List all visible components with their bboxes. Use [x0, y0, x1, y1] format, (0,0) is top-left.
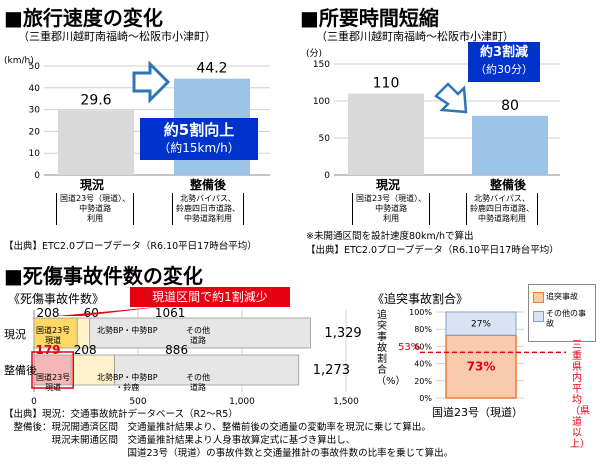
casualty-xtick-label: 1,000 [229, 397, 255, 407]
casualty-highlight-box [31, 351, 74, 389]
time-callout-main: 約3割減 [479, 45, 529, 60]
rearend-ytick-label: 100% [409, 308, 432, 317]
time-bar [348, 93, 424, 175]
casualty-subtitle: 《死傷事故件数》 [8, 292, 105, 306]
casualty-segment [33, 317, 78, 349]
casualty-segment [33, 354, 72, 386]
time-chart: 0 50 100 150 110 80 [313, 60, 560, 181]
rearend-ytick-label: 0% [419, 394, 432, 403]
casualty-xtick-label: 0 [31, 397, 37, 407]
rearend-ytick-label: 60% [414, 342, 432, 351]
casualty-title: ■死傷事故件数の変化 [4, 264, 203, 288]
time-subtitle: （三重郡川越町南福崎～松阪市小津町） [316, 30, 514, 43]
speed-cat-after: 整備後 [189, 178, 226, 192]
time-arrow-icon [434, 82, 468, 114]
speed-callout: 約5割向上 （約15km/h） [140, 118, 258, 160]
speed-ytick-label: 30 [29, 106, 41, 116]
time-route-current: 国道23号（現道）、 中勢道路 利用 [352, 193, 431, 225]
rearend-subtitle: 《追突事故割合》 [372, 292, 469, 306]
casualty-row-after: 整備後 [4, 364, 37, 377]
time-ytick-label: 0 [324, 171, 330, 181]
casualty-segment [70, 354, 115, 386]
rearend-data-label: 73% [467, 360, 496, 374]
rearend-bar-other [445, 311, 517, 336]
rearend-ytick-label: 80% [414, 325, 432, 334]
speed-arrow-icon [132, 60, 171, 104]
rearend-ytick-label: 20% [414, 377, 432, 386]
time-callout: 約3割減 （約30分） [468, 42, 540, 82]
casualty-callout: 現道区間で約1割減少 [130, 287, 290, 307]
speed-ytick-label: 0 [34, 171, 40, 181]
casualty-segment [114, 354, 300, 386]
speed-callout-main: 約5割向上 [163, 121, 235, 139]
speed-bar [58, 110, 134, 175]
speed-unit: (km/h) [4, 56, 34, 66]
speed-ytick-label: 50 [29, 62, 41, 72]
time-ytick-label: 100 [313, 97, 330, 107]
time-route-after: 北勢バイパス、 鈴鹿四日市道路、 中勢道路利用 [466, 193, 538, 225]
time-data-label: 80 [501, 98, 519, 114]
time-ytick-label: 50 [319, 134, 331, 144]
casualty-chart: 05001,0001,5002086010611,3291792088861,2… [31, 306, 362, 407]
speed-source: 【出典】ETC2.0プローブデータ（R6.10平日17時台平均） [4, 241, 257, 252]
square-bullet-icon: ■ [4, 264, 23, 288]
time-callout-sub: （約30分） [475, 63, 533, 76]
rearend-xlabel: 国道23号（現道） [432, 406, 523, 419]
rearend-bar-rear [445, 334, 517, 399]
square-bullet-icon: ■ [300, 6, 319, 30]
casualty-data-label: 208 [37, 306, 60, 320]
speed-data-label: 29.6 [80, 92, 111, 108]
time-source: 【出典】ETC2.0プローブデータ（R6.10平日17時台平均） [306, 245, 559, 256]
time-bar [472, 115, 548, 175]
rearend-side-label: 三重県内平均（県道以上） [570, 340, 590, 450]
time-title: ■所要時間短縮 [300, 6, 439, 30]
rearend-ytick-label: 40% [414, 360, 432, 369]
legend-rear-label: 追突事故 [546, 292, 578, 301]
casualty-total-label: 1,329 [324, 326, 361, 341]
time-unit: (分) [306, 49, 323, 59]
seg-current-1: 国道23号 現道 [36, 326, 71, 345]
rearend-data-label: 27% [471, 320, 491, 330]
casualty-data-label: 179 [35, 343, 60, 357]
seg-after-2: 北勢BP・中勢BP ・鈴鹿 [97, 373, 158, 392]
casualty-source: 【出典】現況：交通事故統計データベース（R2～R5） 整備後：現況開通済区間 交… [4, 409, 454, 459]
casualty-xtick-label: 1,500 [333, 397, 359, 407]
square-bullet-icon: ■ [4, 6, 23, 30]
rearend-avg-label: 53% [398, 342, 421, 353]
casualty-data-label: 208 [74, 343, 97, 357]
time-cat-current: 現況 [375, 178, 400, 192]
speed-cat-current: 現況 [79, 178, 104, 192]
speed-ytick-label: 40 [29, 84, 41, 94]
rearend-chart: 0% 20% 40% 60% 80% 100% 73% 27% [409, 308, 566, 403]
speed-ytick-label: 10 [29, 149, 41, 159]
speed-ytick-label: 20 [29, 127, 41, 137]
speed-title: ■旅行速度の変化 [4, 6, 163, 30]
casualty-callout-pointer-icon [56, 306, 168, 316]
speed-subtitle: （三重郡川越町南福崎～松阪市小津町） [18, 30, 216, 43]
speed-data-label: 44.2 [196, 61, 227, 77]
seg-after-1: 国道23号 現道 [36, 373, 71, 392]
time-note: ※未開通区間を設計速度80km/hで算出 [306, 231, 474, 242]
casualty-data-label: 886 [165, 343, 188, 357]
speed-callout-sub: （約15km/h） [158, 141, 240, 155]
seg-after-3: その他 道路 [186, 373, 210, 392]
time-data-label: 110 [373, 76, 400, 92]
casualty-segment [89, 317, 311, 349]
casualty-total-label: 1,273 [313, 363, 350, 378]
rearend-legend: 追突事故 その他の事故 [528, 284, 596, 342]
legend-other-swatch [533, 311, 544, 322]
legend-rear-swatch [533, 292, 544, 303]
speed-route-current: 国道23号（現道）、 中勢道路 利用 [56, 193, 135, 225]
speed-route-after: 北勢バイパス、 鈴鹿四日市道路、 中勢道路利用 [172, 193, 244, 225]
time-cat-after: 整備後 [489, 178, 526, 192]
seg-current-3: その他 道路 [186, 326, 210, 345]
time-ytick-label: 150 [313, 60, 330, 70]
legend-other-label: その他の事故 [546, 309, 586, 328]
casualty-data-label: 1061 [155, 306, 186, 320]
casualty-xtick-label: 500 [129, 397, 146, 407]
casualty-row-current: 現況 [4, 328, 26, 341]
seg-current-2: 北勢BP・中勢BP [97, 326, 158, 335]
